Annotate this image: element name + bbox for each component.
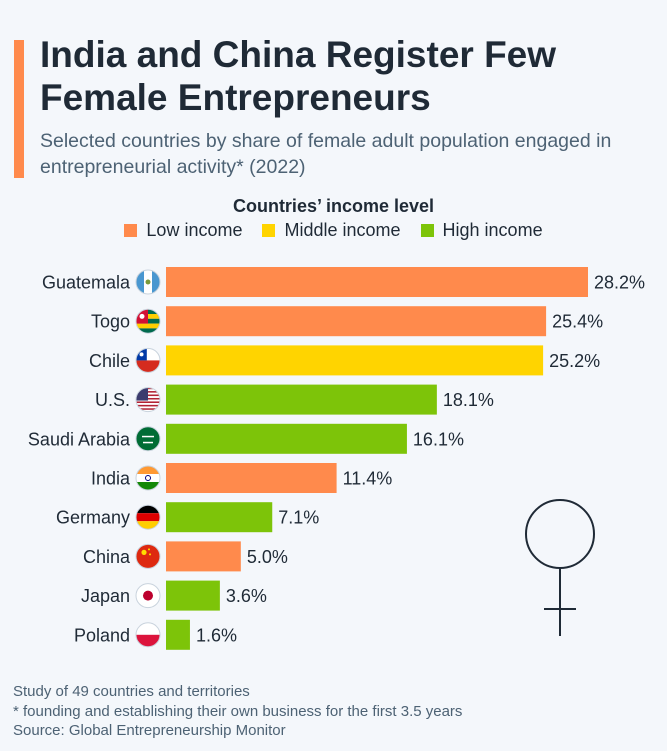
legend-label-low: Low income xyxy=(146,220,243,240)
value-label: 11.4% xyxy=(343,469,393,489)
bar-row: Togo 25.4% xyxy=(91,306,603,337)
category-label: Japan xyxy=(81,586,130,606)
category-label: Saudi Arabia xyxy=(28,429,131,449)
bar-row: India 11.4% xyxy=(91,463,392,493)
saudi-arabia-flag-icon xyxy=(135,426,161,452)
value-label: 18.1% xyxy=(443,390,494,410)
legend-item-middle: Middle income xyxy=(262,220,401,241)
category-label: Chile xyxy=(89,351,130,371)
china-flag-icon xyxy=(135,543,161,569)
bar xyxy=(166,345,544,376)
bar-row: China 5.0% xyxy=(83,541,288,572)
footer: Study of 49 countries and territories * … xyxy=(13,682,462,741)
value-label: 28.2% xyxy=(594,273,645,293)
bar-row: Saudi Arabia 16.1% xyxy=(28,423,464,454)
footer-source: Source: Global Entrepreneurship Monitor xyxy=(13,722,286,739)
bar xyxy=(166,619,190,650)
category-label: Poland xyxy=(74,625,130,645)
value-label: 25.4% xyxy=(552,312,603,332)
chile-flag-icon xyxy=(135,347,161,373)
accent-bar xyxy=(14,40,24,178)
bar-row: Germany 7.1% xyxy=(56,502,319,533)
value-label: 3.6% xyxy=(226,586,267,606)
legend-swatch-high xyxy=(420,224,434,237)
legend-label-high: High income xyxy=(442,220,543,240)
poland-flag-icon xyxy=(135,622,161,648)
bar-row: U.S. 18.1% xyxy=(95,384,494,415)
bar-row: Chile 25.2% xyxy=(89,345,600,376)
legend-label-middle: Middle income xyxy=(284,220,401,240)
bar xyxy=(166,267,588,297)
legend-title: Countries’ income level xyxy=(232,196,435,216)
female-symbol-icon xyxy=(525,499,595,636)
value-label: 16.1% xyxy=(413,429,464,449)
bar xyxy=(166,541,241,572)
category-label: U.S. xyxy=(95,390,130,410)
germany-flag-icon xyxy=(135,504,161,530)
page-title: India and China Register Few Female Entr… xyxy=(40,34,557,118)
bar xyxy=(166,384,437,415)
bar xyxy=(166,306,547,337)
india-flag-icon xyxy=(135,465,161,491)
bar xyxy=(166,580,220,611)
legend: Low income Middle income High income xyxy=(0,220,667,241)
bar-row: Japan 3.6% xyxy=(81,580,267,611)
value-label: 5.0% xyxy=(247,547,288,567)
guatemala-flag-icon xyxy=(135,269,161,295)
category-label: India xyxy=(91,469,131,489)
us-flag-icon xyxy=(135,387,161,413)
bar-row: Poland 1.6% xyxy=(74,619,237,650)
togo-flag-icon xyxy=(135,308,161,334)
bar xyxy=(166,463,337,493)
footer-note: Study of 49 countries and territories xyxy=(13,683,250,700)
footer-footnote: * founding and establishing their own bu… xyxy=(13,702,463,720)
category-label: Togo xyxy=(91,312,130,332)
legend-item-high: High income xyxy=(420,220,543,241)
category-label: China xyxy=(83,547,131,567)
value-label: 7.1% xyxy=(278,508,319,528)
legend-swatch-low xyxy=(124,224,138,237)
category-label: Guatemala xyxy=(42,273,131,293)
bar-row: Guatemala 28.2% xyxy=(42,267,645,297)
bar xyxy=(166,502,273,533)
value-label: 1.6% xyxy=(196,625,237,645)
legend-item-low: Low income xyxy=(124,220,242,241)
page-subtitle: Selected countries by share of female ad… xyxy=(40,130,612,178)
japan-flag-icon xyxy=(135,583,161,609)
value-label: 25.2% xyxy=(549,351,600,371)
legend-swatch-middle xyxy=(262,224,276,237)
category-label: Germany xyxy=(56,508,130,528)
bar xyxy=(166,423,407,454)
